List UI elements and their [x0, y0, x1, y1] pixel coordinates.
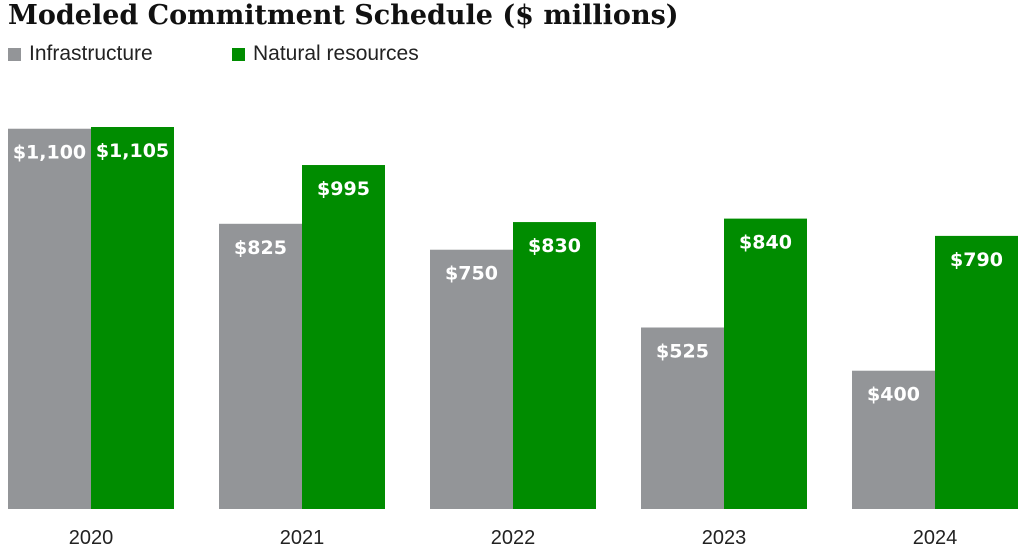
legend-item-natural-resources: Natural resources — [232, 42, 419, 66]
x-tick-label-2020: 2020 — [69, 527, 114, 549]
x-tick-label-2022: 2022 — [491, 527, 536, 549]
bar-natural-resources-2023 — [724, 218, 807, 510]
bar-infrastructure-2021 — [219, 223, 302, 509]
data-label-infrastructure-2024: $400 — [867, 384, 920, 406]
chart-title: Modeled Commitment Schedule ($ millions) — [8, 0, 679, 31]
data-label-natural-resources-2023: $840 — [739, 232, 792, 254]
data-label-natural-resources-2021: $995 — [317, 178, 370, 200]
legend-item-infrastructure: Infrastructure — [8, 42, 153, 66]
bar-natural-resources-2022 — [513, 222, 596, 509]
x-tick-label-2023: 2023 — [702, 527, 747, 549]
bar-natural-resources-2024 — [935, 235, 1018, 509]
legend-label-infrastructure: Infrastructure — [29, 42, 153, 65]
bar-infrastructure-2020 — [8, 128, 91, 509]
x-tick-label-2021: 2021 — [280, 527, 325, 549]
bar-infrastructure-2023 — [641, 327, 724, 509]
bar-infrastructure-2022 — [430, 249, 513, 509]
legend-swatch-natural-resources — [232, 47, 245, 61]
legend-label-natural-resources: Natural resources — [253, 42, 419, 65]
bar-natural-resources-2020 — [91, 127, 174, 509]
bar-infrastructure-2024 — [852, 370, 935, 509]
data-label-infrastructure-2020: $1,100 — [13, 142, 86, 164]
x-tick-label-2024: 2024 — [913, 527, 958, 549]
data-label-infrastructure-2021: $825 — [234, 237, 287, 259]
legend-swatch-infrastructure — [8, 47, 21, 61]
data-label-natural-resources-2024: $790 — [950, 249, 1003, 271]
data-label-natural-resources-2022: $830 — [528, 235, 581, 257]
bar-natural-resources-2021 — [302, 165, 385, 509]
data-label-infrastructure-2022: $750 — [445, 263, 498, 285]
data-label-natural-resources-2020: $1,105 — [96, 140, 169, 162]
data-label-infrastructure-2023: $525 — [656, 341, 709, 363]
